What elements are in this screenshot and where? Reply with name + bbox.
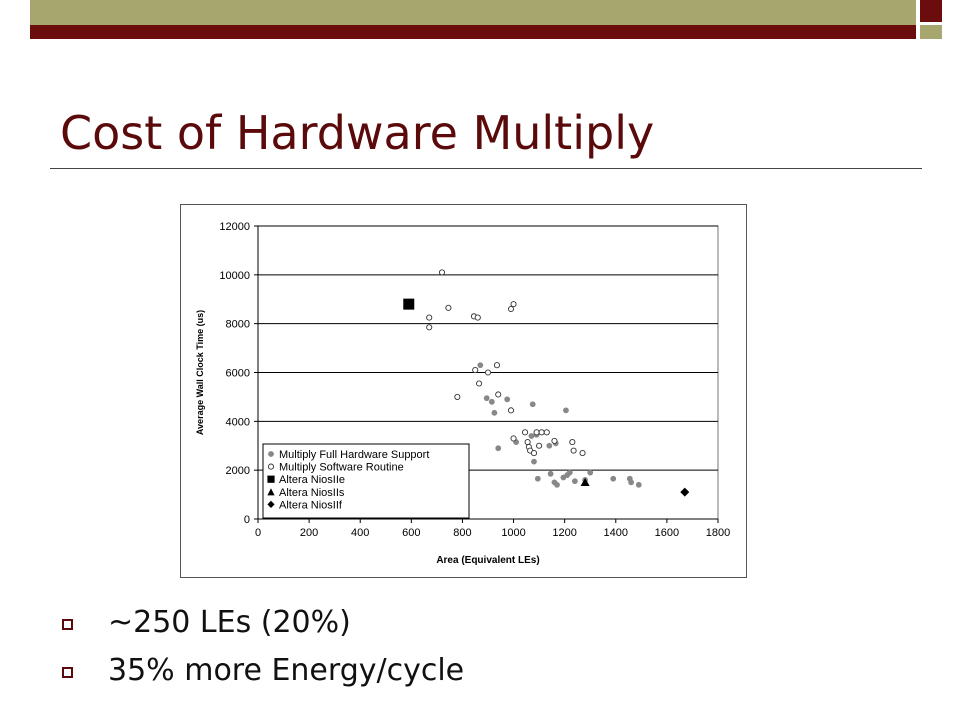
bullet-text: ~250 LEs (20%) (108, 605, 351, 640)
data-point (551, 437, 558, 444)
legend-box (262, 443, 470, 519)
data-point (635, 481, 642, 488)
data-point (534, 475, 541, 482)
data-point (474, 314, 481, 321)
data-point (504, 396, 511, 403)
data-point (524, 439, 531, 446)
data-point (531, 458, 537, 465)
data-point (587, 469, 594, 476)
data-point (546, 442, 553, 449)
y-tick-label: 6000 (226, 368, 250, 380)
data-point (488, 398, 495, 405)
x-tick-label: 1000 (501, 527, 525, 539)
data-point (454, 393, 461, 400)
header-band-maroon (30, 25, 916, 39)
legend-marker (268, 451, 274, 457)
legend-marker (267, 463, 275, 470)
data-point (569, 439, 576, 446)
data-point (563, 407, 569, 414)
data-point (477, 362, 484, 369)
data-point (476, 380, 483, 387)
x-tick-label: 1800 (706, 527, 730, 539)
x-tick-label: 600 (402, 527, 420, 539)
y-tick-label: 12000 (219, 221, 250, 233)
header-band-olive (30, 0, 916, 25)
data-point (571, 478, 578, 485)
data-point (507, 305, 515, 313)
legend-label: Multiply Software Routine (279, 462, 404, 474)
title-divider (50, 168, 922, 169)
bullet-square-icon (62, 667, 73, 678)
data-point (493, 362, 500, 369)
legend-label: Altera NiosIIs (279, 487, 345, 499)
bullet-text: 35% more Energy/cycle (108, 653, 465, 688)
data-point (530, 450, 538, 457)
data-point (566, 469, 573, 476)
data-point (547, 470, 554, 477)
data-point (554, 481, 560, 488)
data-point (507, 407, 515, 414)
data-point (529, 401, 536, 408)
data-point (580, 477, 590, 486)
x-tick-label: 800 (453, 527, 471, 539)
data-point (533, 429, 540, 436)
legend-marker (267, 475, 275, 483)
y-tick-label: 4000 (226, 416, 250, 428)
data-point (510, 301, 517, 308)
data-point (403, 298, 415, 310)
bullet-square-icon (62, 619, 73, 630)
data-point (528, 433, 535, 439)
data-point (491, 409, 498, 416)
slide-title: Cost of Hardware Multiply (60, 106, 655, 160)
chart-frame: 0 2000 4000 6000 8000 10000 12000 0 200 400 600 800… (180, 204, 747, 578)
legend-label: Altera NiosIIf (279, 499, 343, 511)
x-tick-label: 1600 (655, 527, 679, 539)
x-tick-label: 1200 (552, 527, 576, 539)
data-point (536, 442, 543, 449)
data-point (538, 429, 545, 436)
data-point (438, 269, 446, 276)
data-point (484, 369, 492, 376)
y-tick-label: 0 (244, 514, 250, 526)
legend-marker (267, 500, 275, 508)
legend-label: Altera NiosIIe (279, 474, 345, 486)
header-corner-square-small (920, 25, 942, 39)
data-point (579, 450, 586, 457)
data-point (495, 445, 502, 452)
header-corner-square (920, 0, 942, 22)
data-point (543, 429, 550, 436)
y-axis-label: Average Wall Clock Time (us) (195, 310, 205, 435)
x-axis-label: Area (Equivalent LEs) (436, 555, 539, 566)
data-point (628, 479, 635, 486)
legend-label: Multiply Full Hardware Support (279, 449, 429, 461)
scatter-chart: 0 2000 4000 6000 8000 10000 12000 0 200 400 600 800… (195, 221, 730, 566)
x-tick-label: 1400 (604, 527, 628, 539)
x-tick-label: 400 (351, 527, 369, 539)
data-point (522, 429, 529, 436)
data-point (680, 487, 690, 497)
y-tick-label: 10000 (219, 270, 250, 282)
legend-marker (267, 488, 275, 496)
data-point (426, 314, 433, 321)
y-tick-label: 8000 (226, 319, 250, 331)
data-point (495, 391, 502, 398)
data-point (472, 367, 479, 374)
data-point (445, 304, 452, 311)
data-point (426, 324, 433, 331)
y-tick-label: 2000 (226, 465, 250, 477)
data-point (483, 395, 490, 402)
data-point (570, 447, 577, 454)
x-tick-label: 200 (300, 527, 318, 539)
x-tick-label: 0 (255, 527, 261, 539)
data-point (510, 435, 517, 442)
data-point (610, 475, 617, 482)
